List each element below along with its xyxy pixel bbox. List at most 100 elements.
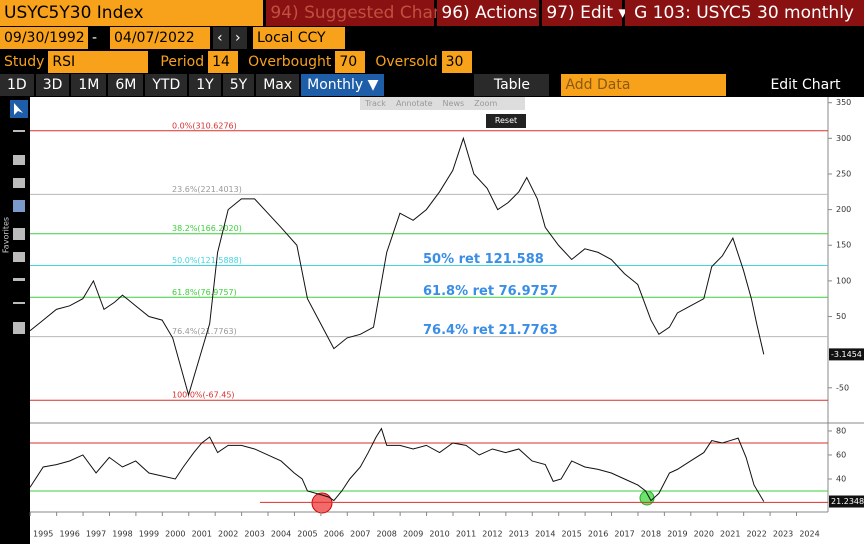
x-tick-label: 2020 <box>694 530 714 539</box>
overbought-label: Overbought <box>248 54 332 70</box>
x-tick-label: 2013 <box>509 530 529 539</box>
series-line <box>29 427 765 502</box>
series-line <box>29 136 765 397</box>
range-button[interactable]: 1D <box>0 74 34 96</box>
last-value: -3.1454 <box>831 350 862 359</box>
oversold[interactable]: 30 <box>441 51 472 73</box>
x-tick-label: 2010 <box>429 530 449 539</box>
x-tick-label: 2006 <box>324 530 344 539</box>
favorites-label: Favorites <box>2 217 11 253</box>
x-tick-label: 2007 <box>350 530 370 539</box>
overlay-button[interactable]: Zoom <box>474 99 498 108</box>
x-tick-label: 2015 <box>562 530 582 539</box>
overlay-bar: Track Annotate News Zoom <box>360 97 525 110</box>
fib-label: 23.6%(221.4013) <box>172 185 242 194</box>
x-tick-label: 2024 <box>799 530 819 539</box>
study-label: Study <box>4 54 45 70</box>
x-tick-label: 2012 <box>482 530 502 539</box>
range-button[interactable]: 5Y <box>222 74 255 96</box>
x-tick-label: 2011 <box>456 530 476 539</box>
overbought[interactable]: 70 <box>335 51 366 73</box>
range-button[interactable]: 6M <box>108 74 144 96</box>
y-tick-label: 150 <box>836 241 851 250</box>
fib-label: 0.0%(310.6276) <box>172 121 237 130</box>
x-tick-label: 1996 <box>59 530 79 539</box>
start-date[interactable]: 09/30/1992 <box>0 27 88 49</box>
y-tick-label: 40 <box>836 474 846 483</box>
fib-label: 61.8%(76.9757) <box>172 288 237 297</box>
x-tick-label: 2009 <box>403 530 423 539</box>
table[interactable]: Table <box>474 74 550 96</box>
x-tick-label: 2003 <box>244 530 264 539</box>
dash: - <box>92 30 98 46</box>
left-toolbar <box>0 97 30 544</box>
currency[interactable]: Local CCY <box>253 27 345 49</box>
overlay-button[interactable]: Track <box>365 99 386 108</box>
x-tick-label: 2017 <box>614 530 634 539</box>
x-tick-label: 2014 <box>535 530 555 539</box>
x-tick-label: 2019 <box>667 530 687 539</box>
last-value-box <box>829 348 864 361</box>
study-bar: Study RSI Period 14 Overbought 70 Overso… <box>0 51 864 73</box>
x-tick-label: 2023 <box>773 530 793 539</box>
oversold-label: Oversold <box>375 54 438 70</box>
x-tick-label: 2016 <box>588 530 608 539</box>
x-tick-label: 2002 <box>218 530 238 539</box>
date-bar: 09/30/1992 - 04/07/2022 ‹ › Local CCY <box>0 27 864 49</box>
overlay-button[interactable]: News <box>442 99 465 108</box>
y-tick-label: 200 <box>836 205 851 214</box>
actions[interactable]: 96) Actions ▾ <box>437 0 551 26</box>
edit[interactable]: 97) Edit ▾ <box>542 0 627 26</box>
fib-label: 38.2%(166.2020) <box>172 224 242 233</box>
x-tick-label: 2021 <box>720 530 740 539</box>
x-tick-label: 1997 <box>86 530 106 539</box>
annotation: 61.8% ret 76.9757 <box>423 284 558 299</box>
y-tick-label: 300 <box>836 134 851 143</box>
study[interactable]: RSI <box>48 51 149 73</box>
title-bar: USYC5Y30 Index 94) Suggested Charts 96) … <box>0 0 864 26</box>
range-button[interactable]: Max <box>256 74 300 96</box>
y-tick-label: 60 <box>836 450 846 459</box>
end-date[interactable]: 04/07/2022 <box>110 27 210 49</box>
tool-icons <box>10 100 28 334</box>
period[interactable]: 14 <box>208 51 239 73</box>
range-bar: 1D 3D 1M 6M YTD 1Y 5Y Max Monthly ▼ Table Add Data… <box>0 74 864 96</box>
x-tick-label: 2008 <box>377 530 397 539</box>
reset[interactable]: Reset <box>486 114 526 128</box>
chart-bg <box>30 97 864 544</box>
y-tick-label: 350 <box>836 98 851 107</box>
y-tick-label: 250 <box>836 169 851 178</box>
period-label: Period <box>160 54 205 70</box>
y-tick-label: 80 <box>836 426 846 435</box>
y-tick-label: 50 <box>836 312 846 321</box>
oversold-marker <box>311 492 333 514</box>
y-tick-label: 100 <box>836 276 851 285</box>
security[interactable]: USYC5Y30 Index <box>0 0 264 26</box>
suggested[interactable]: 94) Suggested Charts <box>266 0 455 26</box>
frequency[interactable]: Monthly ▼ <box>301 74 385 96</box>
overlay-button[interactable]: Annotate <box>395 99 433 108</box>
range-button[interactable]: YTD <box>145 74 188 96</box>
edit-chart[interactable]: Edit Chart <box>766 74 845 96</box>
chart-name: G 103: USYC5 30 monthly <box>625 0 864 26</box>
fib-label: 76.4%(21.7763) <box>172 327 237 336</box>
range-button[interactable]: 3D <box>35 74 70 96</box>
x-tick-label: 2018 <box>641 530 661 539</box>
y-tick-label: -50 <box>836 383 849 392</box>
x-tick-label: 1995 <box>33 530 53 539</box>
range-button[interactable]: 1Y <box>189 74 221 96</box>
x-tick-label: 1999 <box>139 530 159 539</box>
annotation: 50% ret 121.588 <box>423 252 544 267</box>
add-data[interactable]: Add Data <box>561 74 727 96</box>
x-tick-label: 2022 <box>746 530 766 539</box>
x-tick-label: 1998 <box>112 530 132 539</box>
x-tick-label: 2000 <box>165 530 185 539</box>
x-tick-label: 2004 <box>271 530 291 539</box>
annotation: 76.4% ret 21.7763 <box>423 323 558 338</box>
last-value: 21.2348 <box>831 497 864 506</box>
x-tick-label: 2005 <box>297 530 317 539</box>
range-button[interactable]: 1M <box>71 74 107 96</box>
last-value-box <box>829 495 864 508</box>
